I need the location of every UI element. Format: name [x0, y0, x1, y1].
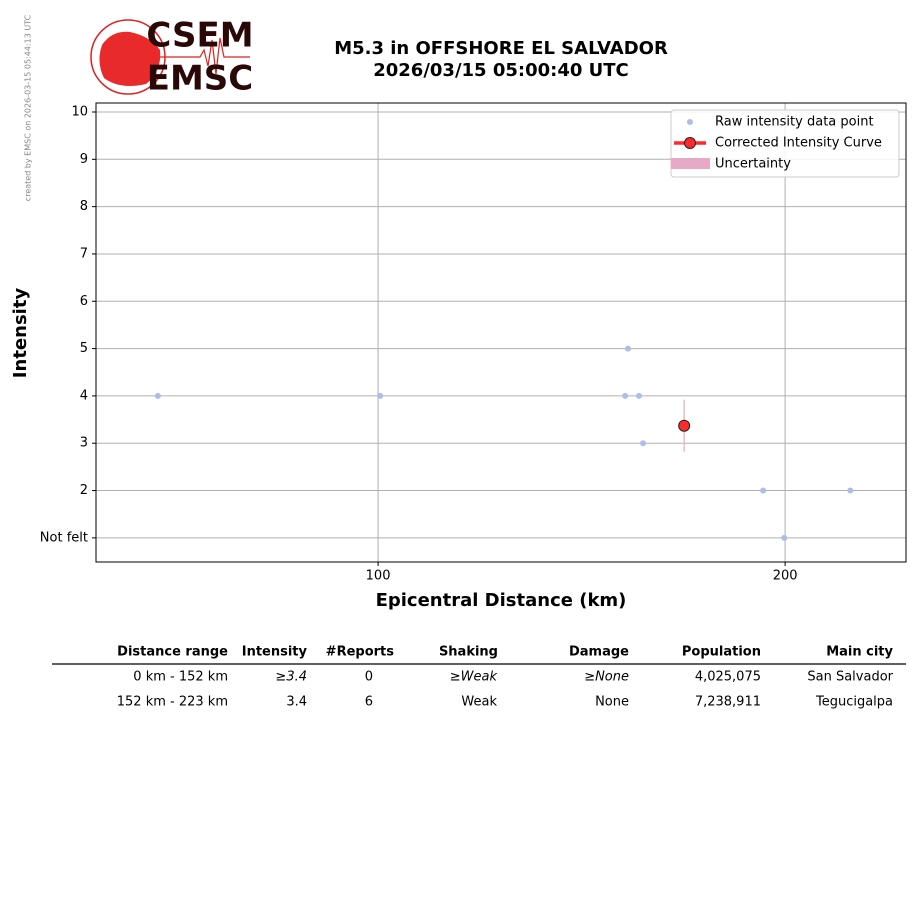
logo-text: CSEM: [146, 16, 253, 56]
y-tick-label: 9: [80, 152, 88, 167]
raw-point: [622, 392, 629, 399]
raw-point: [640, 440, 647, 447]
x-tick-label: 200: [773, 569, 798, 584]
credit: created by EMSC on 2026-03-15 05:44:13 U…: [24, 14, 33, 201]
table-header: Population: [682, 645, 761, 660]
table-header: #Reports: [326, 645, 395, 660]
raw-point: [624, 345, 631, 352]
y-tick-label: 8: [80, 199, 88, 214]
y-axis-label: Intensity: [10, 288, 31, 379]
logo-wave: [160, 37, 250, 75]
table-cell: 6: [365, 695, 373, 710]
raw-point: [635, 392, 642, 399]
raw-point: [377, 392, 384, 399]
table-cell: Tegucigalpa: [815, 695, 893, 710]
table-header: Intensity: [242, 645, 308, 660]
table-cell: San Salvador: [807, 670, 893, 685]
corrected-point: [678, 419, 691, 432]
y-tick-label: 6: [80, 294, 88, 309]
table-header: Damage: [569, 645, 629, 660]
raw-point: [781, 534, 788, 541]
x-axis-label: Epicentral Distance (km): [376, 590, 627, 611]
table-cell: 0: [365, 670, 373, 685]
table-cell: ≥Weak: [450, 670, 498, 685]
table-cell: ≥None: [584, 670, 629, 685]
raw-point: [760, 487, 767, 494]
chart-title: M5.3 in OFFSHORE EL SALVADOR: [334, 38, 668, 59]
table-cell: ≥3.4: [275, 670, 307, 685]
y-tick-label: 2: [80, 483, 88, 498]
table-cell: Weak: [461, 695, 497, 710]
table-cell: 7,238,911: [695, 695, 761, 710]
y-tick-label: 10: [71, 104, 88, 119]
table-cell: 4,025,075: [695, 670, 761, 685]
legend-label: Uncertainty: [715, 157, 791, 172]
raw-point: [154, 392, 161, 399]
chart-title: 2026/03/15 05:00:40 UTC: [373, 60, 629, 81]
logo: CSEM EMSC: [90, 16, 254, 99]
raw-point: [847, 487, 854, 494]
y-tick-label: 7: [80, 246, 88, 261]
y-tick-label: 3: [80, 436, 88, 451]
table-cell: 0 km - 152 km: [133, 670, 228, 685]
table-header: Distance range: [117, 645, 228, 660]
table-cell: 3.4: [286, 695, 307, 710]
legend-label: Corrected Intensity Curve: [715, 136, 882, 151]
logo-text: EMSC: [147, 59, 254, 99]
table-header: Shaking: [439, 645, 498, 660]
table-cell: None: [595, 695, 629, 710]
table-cell: 152 km - 223 km: [117, 695, 228, 710]
legend-swatch: [687, 119, 693, 125]
legend-swatch: [671, 158, 710, 169]
legend-swatch: [684, 137, 696, 149]
legend-label: Raw intensity data point: [715, 115, 874, 130]
logo-map: [99, 31, 161, 86]
table-header: Main city: [826, 645, 893, 660]
legend-box: [670, 109, 900, 178]
plot-frame: [95, 102, 907, 563]
x-tick-label: 100: [366, 569, 391, 584]
y-tick-label: 5: [80, 341, 88, 356]
y-tick-label: Not felt: [40, 530, 88, 545]
y-tick-label: 4: [80, 388, 88, 403]
